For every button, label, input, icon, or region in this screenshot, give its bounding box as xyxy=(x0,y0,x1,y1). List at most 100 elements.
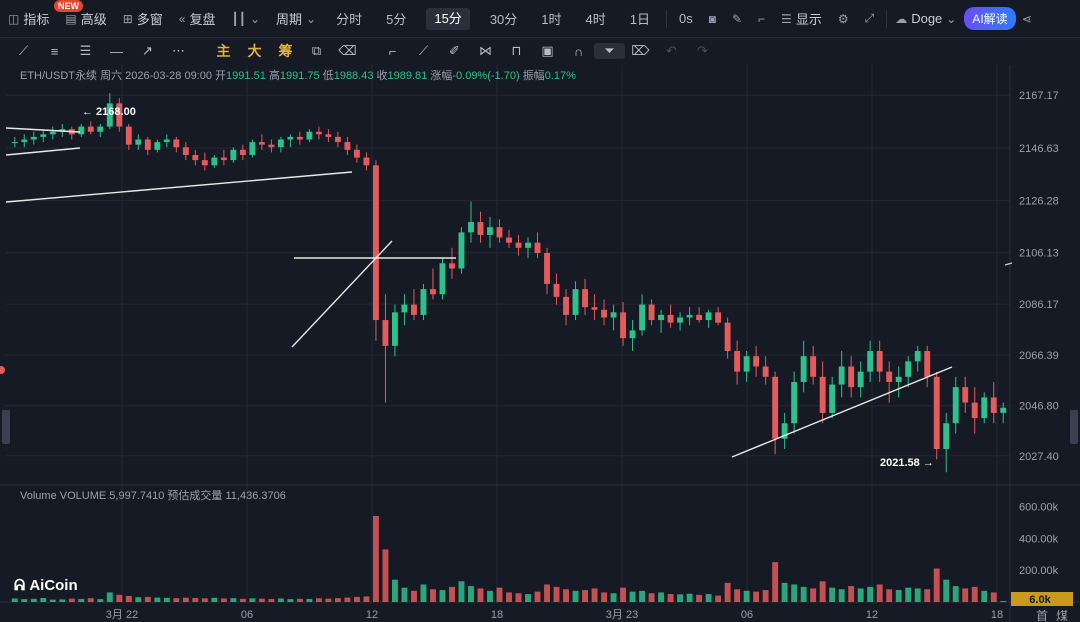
measure-icon[interactable]: ⌐ xyxy=(388,43,397,59)
magnet-icon[interactable]: ∩ xyxy=(573,43,584,59)
volume-bar xyxy=(1000,601,1007,603)
x-tick-label: 3月 22 xyxy=(106,609,138,621)
brush-icon[interactable]: ✐ xyxy=(449,43,460,58)
volume-bar xyxy=(506,592,512,602)
timeframe-30m[interactable]: 30分 xyxy=(489,12,518,27)
share-icon[interactable]: ⋖ xyxy=(1021,11,1032,26)
timeframe-1[interactable]: 分时 xyxy=(336,12,363,27)
divider xyxy=(886,9,888,28)
pencil-icon[interactable]: ✎ xyxy=(731,11,743,26)
volume-bar xyxy=(924,589,931,602)
advanced-icon: ▤ xyxy=(65,11,77,26)
display-icon: ☰ xyxy=(781,11,792,26)
timeframe-1h[interactable]: 1时 xyxy=(541,12,562,27)
low-annotation: 2021.58 → xyxy=(880,457,934,469)
ray-icon[interactable]: ↗ xyxy=(142,43,153,58)
ai-button[interactable]: AI解读 xyxy=(964,7,1016,30)
volume-bar xyxy=(857,588,864,602)
volume-bar xyxy=(582,590,588,602)
candle-body xyxy=(97,126,104,132)
gear-icon[interactable]: ⚙ xyxy=(837,11,849,26)
volume-bar xyxy=(838,589,845,602)
ruler-icon[interactable]: ⟋ xyxy=(418,43,429,58)
theme-button[interactable]: ☁ Doge ⌄ xyxy=(895,11,957,26)
candle-body xyxy=(686,314,693,318)
countdown: 0s xyxy=(678,11,693,26)
volume-bar xyxy=(211,597,218,602)
candle-body xyxy=(696,314,703,321)
parallel-lines-icon[interactable]: ☰ xyxy=(79,43,92,58)
volume-bar xyxy=(563,589,569,602)
y-tick-label: 2086.17 xyxy=(1019,299,1059,311)
redo-icon[interactable]: ↷ xyxy=(697,43,708,58)
volume-bar xyxy=(449,586,455,602)
undo-icon[interactable]: ↶ xyxy=(666,43,677,58)
volume-bar xyxy=(49,599,56,602)
frame-icon[interactable]: ⌐ xyxy=(758,11,766,26)
volume-bar xyxy=(753,591,760,602)
volume-value: 5,997.7410 xyxy=(109,490,165,502)
timeframe-15m[interactable]: 15分 xyxy=(426,7,470,30)
timeframe-4h[interactable]: 4时 xyxy=(585,12,606,27)
volume-bar xyxy=(848,586,855,602)
x-tick-label: 06 xyxy=(741,609,753,621)
y-tick-label: 2126.28 xyxy=(1019,196,1059,208)
volume-bar xyxy=(325,598,332,602)
volume-legend: Volume VOLUME 5,997.7410 预估成交量 11,436.37… xyxy=(20,490,286,502)
candle-body xyxy=(154,142,161,150)
chip-button[interactable]: 筹 xyxy=(278,43,293,59)
timeframe-5m[interactable]: 5分 xyxy=(386,12,407,27)
pattern-icon[interactable]: ⋈ xyxy=(479,43,492,58)
candle-body xyxy=(116,103,123,127)
horizontal-lines-icon[interactable]: ≡ xyxy=(50,43,59,59)
advanced-button[interactable]: ▤ 高级 xyxy=(65,11,107,28)
horizontal-line-icon[interactable]: — xyxy=(110,43,123,59)
copy-icon[interactable]: ⧉ xyxy=(311,43,322,58)
candle-body xyxy=(620,312,627,339)
high-value: 1991.75 xyxy=(279,70,320,82)
volume-bar xyxy=(344,597,351,602)
price-chart[interactable]: 2167.17 2146.63 2126.28 2106.13 2086.17 2066.… xyxy=(0,65,1080,622)
candle-body xyxy=(990,397,997,413)
eraser-icon[interactable]: ⌫ xyxy=(338,43,357,58)
volume-last-label: 6.0k xyxy=(1029,594,1051,606)
candle-body xyxy=(506,237,512,243)
candle-body xyxy=(11,142,18,144)
lock-icon[interactable]: ⊓ xyxy=(511,43,522,58)
chart-type-button[interactable]: ┃┃ ⌄ xyxy=(224,0,269,37)
candle-body xyxy=(639,304,646,331)
replay-button[interactable]: «复盘 xyxy=(178,11,216,28)
volume-bar xyxy=(867,586,874,602)
candle-body xyxy=(572,289,579,315)
main-button[interactable]: 主 xyxy=(216,43,231,59)
aicoin-logo: ᕱ AiCoin xyxy=(14,577,78,594)
candle-body xyxy=(353,149,360,158)
volume-bar xyxy=(487,590,493,602)
trend-line xyxy=(5,171,353,203)
camera-icon[interactable]: ◙ xyxy=(708,11,716,26)
trend-line xyxy=(5,127,81,133)
multi-window-button[interactable]: ⊞ 多窗 xyxy=(122,11,163,28)
candle-body xyxy=(781,423,788,439)
trend-line-icon[interactable]: ⟋ xyxy=(18,43,29,58)
indicator-button[interactable]: ◫ 指标 xyxy=(8,11,50,28)
more-icon[interactable]: ⋯ xyxy=(172,43,185,58)
fullscreen-icon[interactable]: ⤢ xyxy=(864,11,875,25)
trash-icon[interactable]: ⌦ xyxy=(631,43,650,58)
volume-bar xyxy=(97,599,104,602)
image-icon[interactable]: ▣ xyxy=(541,43,554,58)
timeframe-1d[interactable]: 1日 xyxy=(629,12,650,27)
candle-body xyxy=(325,134,332,137)
large-button[interactable]: 大 xyxy=(247,43,262,59)
candle-body xyxy=(658,314,665,321)
filter-icon[interactable]: ⏷ xyxy=(594,43,625,59)
volume-bar xyxy=(192,598,199,602)
period-button[interactable]: 周期 ⌄ xyxy=(276,11,317,28)
candle-body xyxy=(857,371,864,388)
volume-bar xyxy=(933,568,940,602)
candle-body xyxy=(525,242,531,248)
volume-bar xyxy=(496,587,503,602)
volume-bar xyxy=(534,591,541,602)
candle-body xyxy=(648,304,655,321)
display-button[interactable]: ☰ 显示 xyxy=(781,11,822,28)
